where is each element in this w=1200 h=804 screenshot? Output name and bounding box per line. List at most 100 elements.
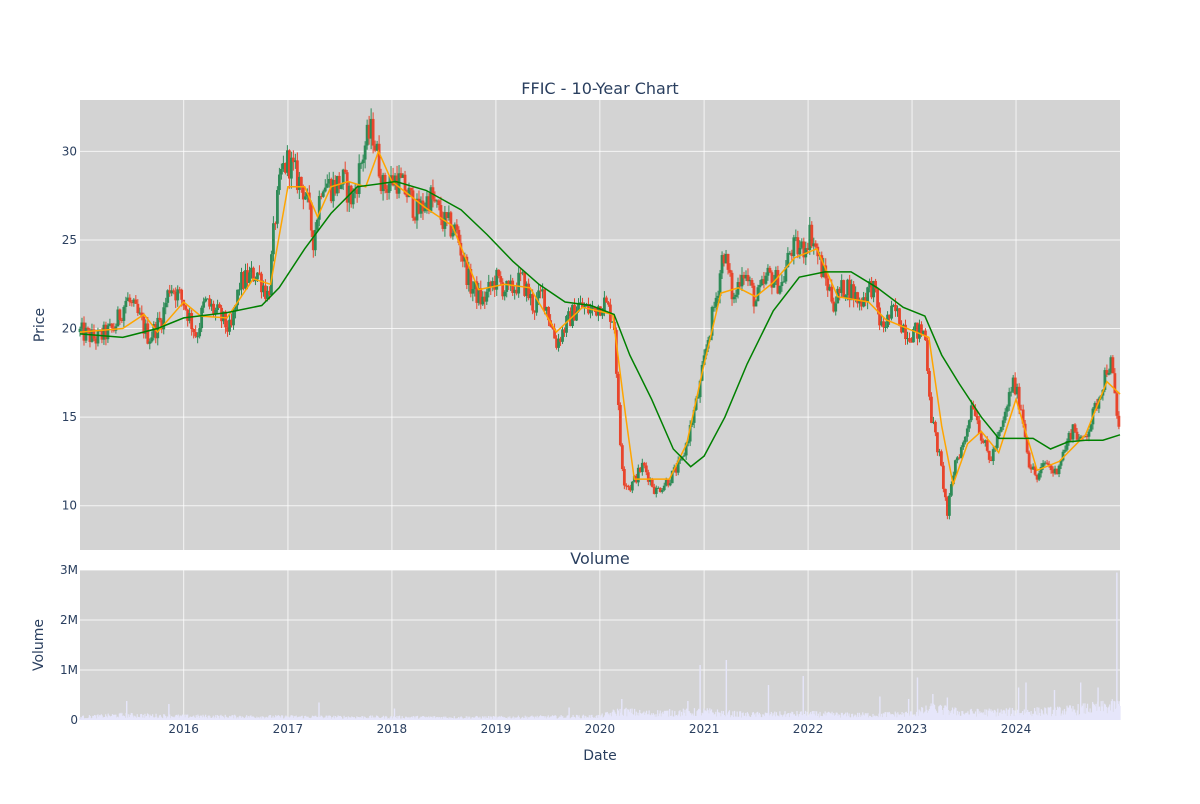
candle-body [930, 396, 933, 423]
volume-bar [963, 713, 965, 720]
volume-bar [184, 717, 186, 720]
volume-bar [283, 718, 285, 720]
volume-bar [564, 717, 566, 720]
volume-bar [854, 714, 856, 720]
candle-body [192, 328, 196, 333]
volume-bar [216, 715, 219, 720]
volume-bar [448, 717, 450, 720]
volume-bar [272, 715, 274, 720]
volume-bar [1119, 705, 1121, 720]
volume-bar [666, 710, 668, 720]
candle-body [802, 241, 806, 258]
volume-bar [1114, 701, 1116, 720]
candle-body [190, 313, 194, 329]
candle-body [248, 272, 251, 283]
volume-bar [155, 713, 157, 720]
candle-body [453, 224, 457, 233]
volume-bar [923, 712, 925, 720]
volume-bar [817, 713, 819, 720]
candle-body [957, 457, 961, 459]
volume-bar [962, 711, 964, 720]
volume-bar [144, 713, 146, 720]
volume-bar [175, 714, 178, 720]
volume-bar [954, 707, 956, 720]
volume-bar [654, 716, 656, 720]
volume-bar [811, 711, 813, 720]
volume-bar [134, 715, 136, 720]
candle-body [509, 280, 513, 285]
volume-bar [185, 714, 187, 720]
volume-bar [204, 717, 206, 720]
candle-body [499, 276, 503, 283]
volume-bar [694, 715, 696, 720]
volume-bar [632, 714, 634, 720]
volume-bar [96, 715, 98, 720]
volume-bar [87, 717, 90, 720]
candle-body [208, 298, 212, 307]
volume-bar [461, 717, 463, 720]
volume-bar [122, 716, 124, 720]
volume-bar [93, 716, 95, 720]
volume-bar [1064, 714, 1066, 720]
candle-body [202, 301, 206, 308]
volume-bar [515, 717, 517, 720]
volume-bar [576, 715, 578, 720]
volume-bar [330, 718, 332, 720]
candle-body [359, 163, 363, 165]
volume-bar [108, 715, 110, 720]
volume-bar [181, 714, 184, 720]
volume-bar [357, 717, 359, 720]
volume-bar [886, 716, 888, 720]
volume-bar [959, 716, 961, 720]
volume-bar [421, 716, 423, 720]
candle-body [88, 329, 92, 342]
volume-bar [325, 715, 327, 720]
volume-bar [957, 714, 960, 720]
volume-bar [784, 711, 786, 720]
volume-bar [702, 713, 704, 720]
volume-bar [222, 717, 225, 720]
volume-bar [731, 715, 733, 720]
candle-body [642, 462, 646, 466]
volume-spike-bar [568, 707, 570, 720]
volume-bar [457, 718, 459, 720]
volume-bar [159, 714, 161, 720]
volume-bar [481, 718, 483, 720]
volume-bar [783, 714, 785, 720]
volume-bar [668, 716, 670, 720]
candle-body [529, 294, 533, 299]
volume-bar [452, 718, 455, 720]
volume-bar [1034, 711, 1036, 720]
volume-bar [234, 715, 237, 720]
candle-body [537, 290, 541, 299]
volume-bar [498, 716, 500, 720]
candle-body [523, 272, 527, 296]
volume-bar [735, 716, 737, 720]
volume-bar [539, 716, 541, 720]
volume-bar [253, 717, 255, 720]
candle-body [563, 329, 566, 333]
volume-bar [1092, 701, 1094, 720]
volume-bar [1028, 711, 1031, 720]
volume-bar [450, 717, 452, 720]
volume-bar [922, 713, 925, 720]
volume-bar [1089, 708, 1091, 720]
volume-bar [176, 715, 179, 720]
volume-bar [691, 715, 693, 720]
volume-bar [683, 712, 685, 720]
volume-bar [779, 711, 781, 720]
volume-bar [534, 718, 536, 720]
candle-body [242, 272, 245, 289]
candle-body [912, 328, 915, 343]
volume-bar [103, 716, 105, 720]
volume-bar [136, 714, 138, 720]
volume-bar [565, 717, 567, 720]
candle-body [210, 303, 214, 307]
volume-bar [1035, 714, 1037, 720]
volume-bar [964, 713, 966, 720]
volume-bar [663, 713, 665, 720]
volume-bar [270, 717, 273, 720]
volume-bar [412, 716, 414, 720]
volume-bar [863, 715, 866, 720]
candle-body [164, 302, 168, 308]
